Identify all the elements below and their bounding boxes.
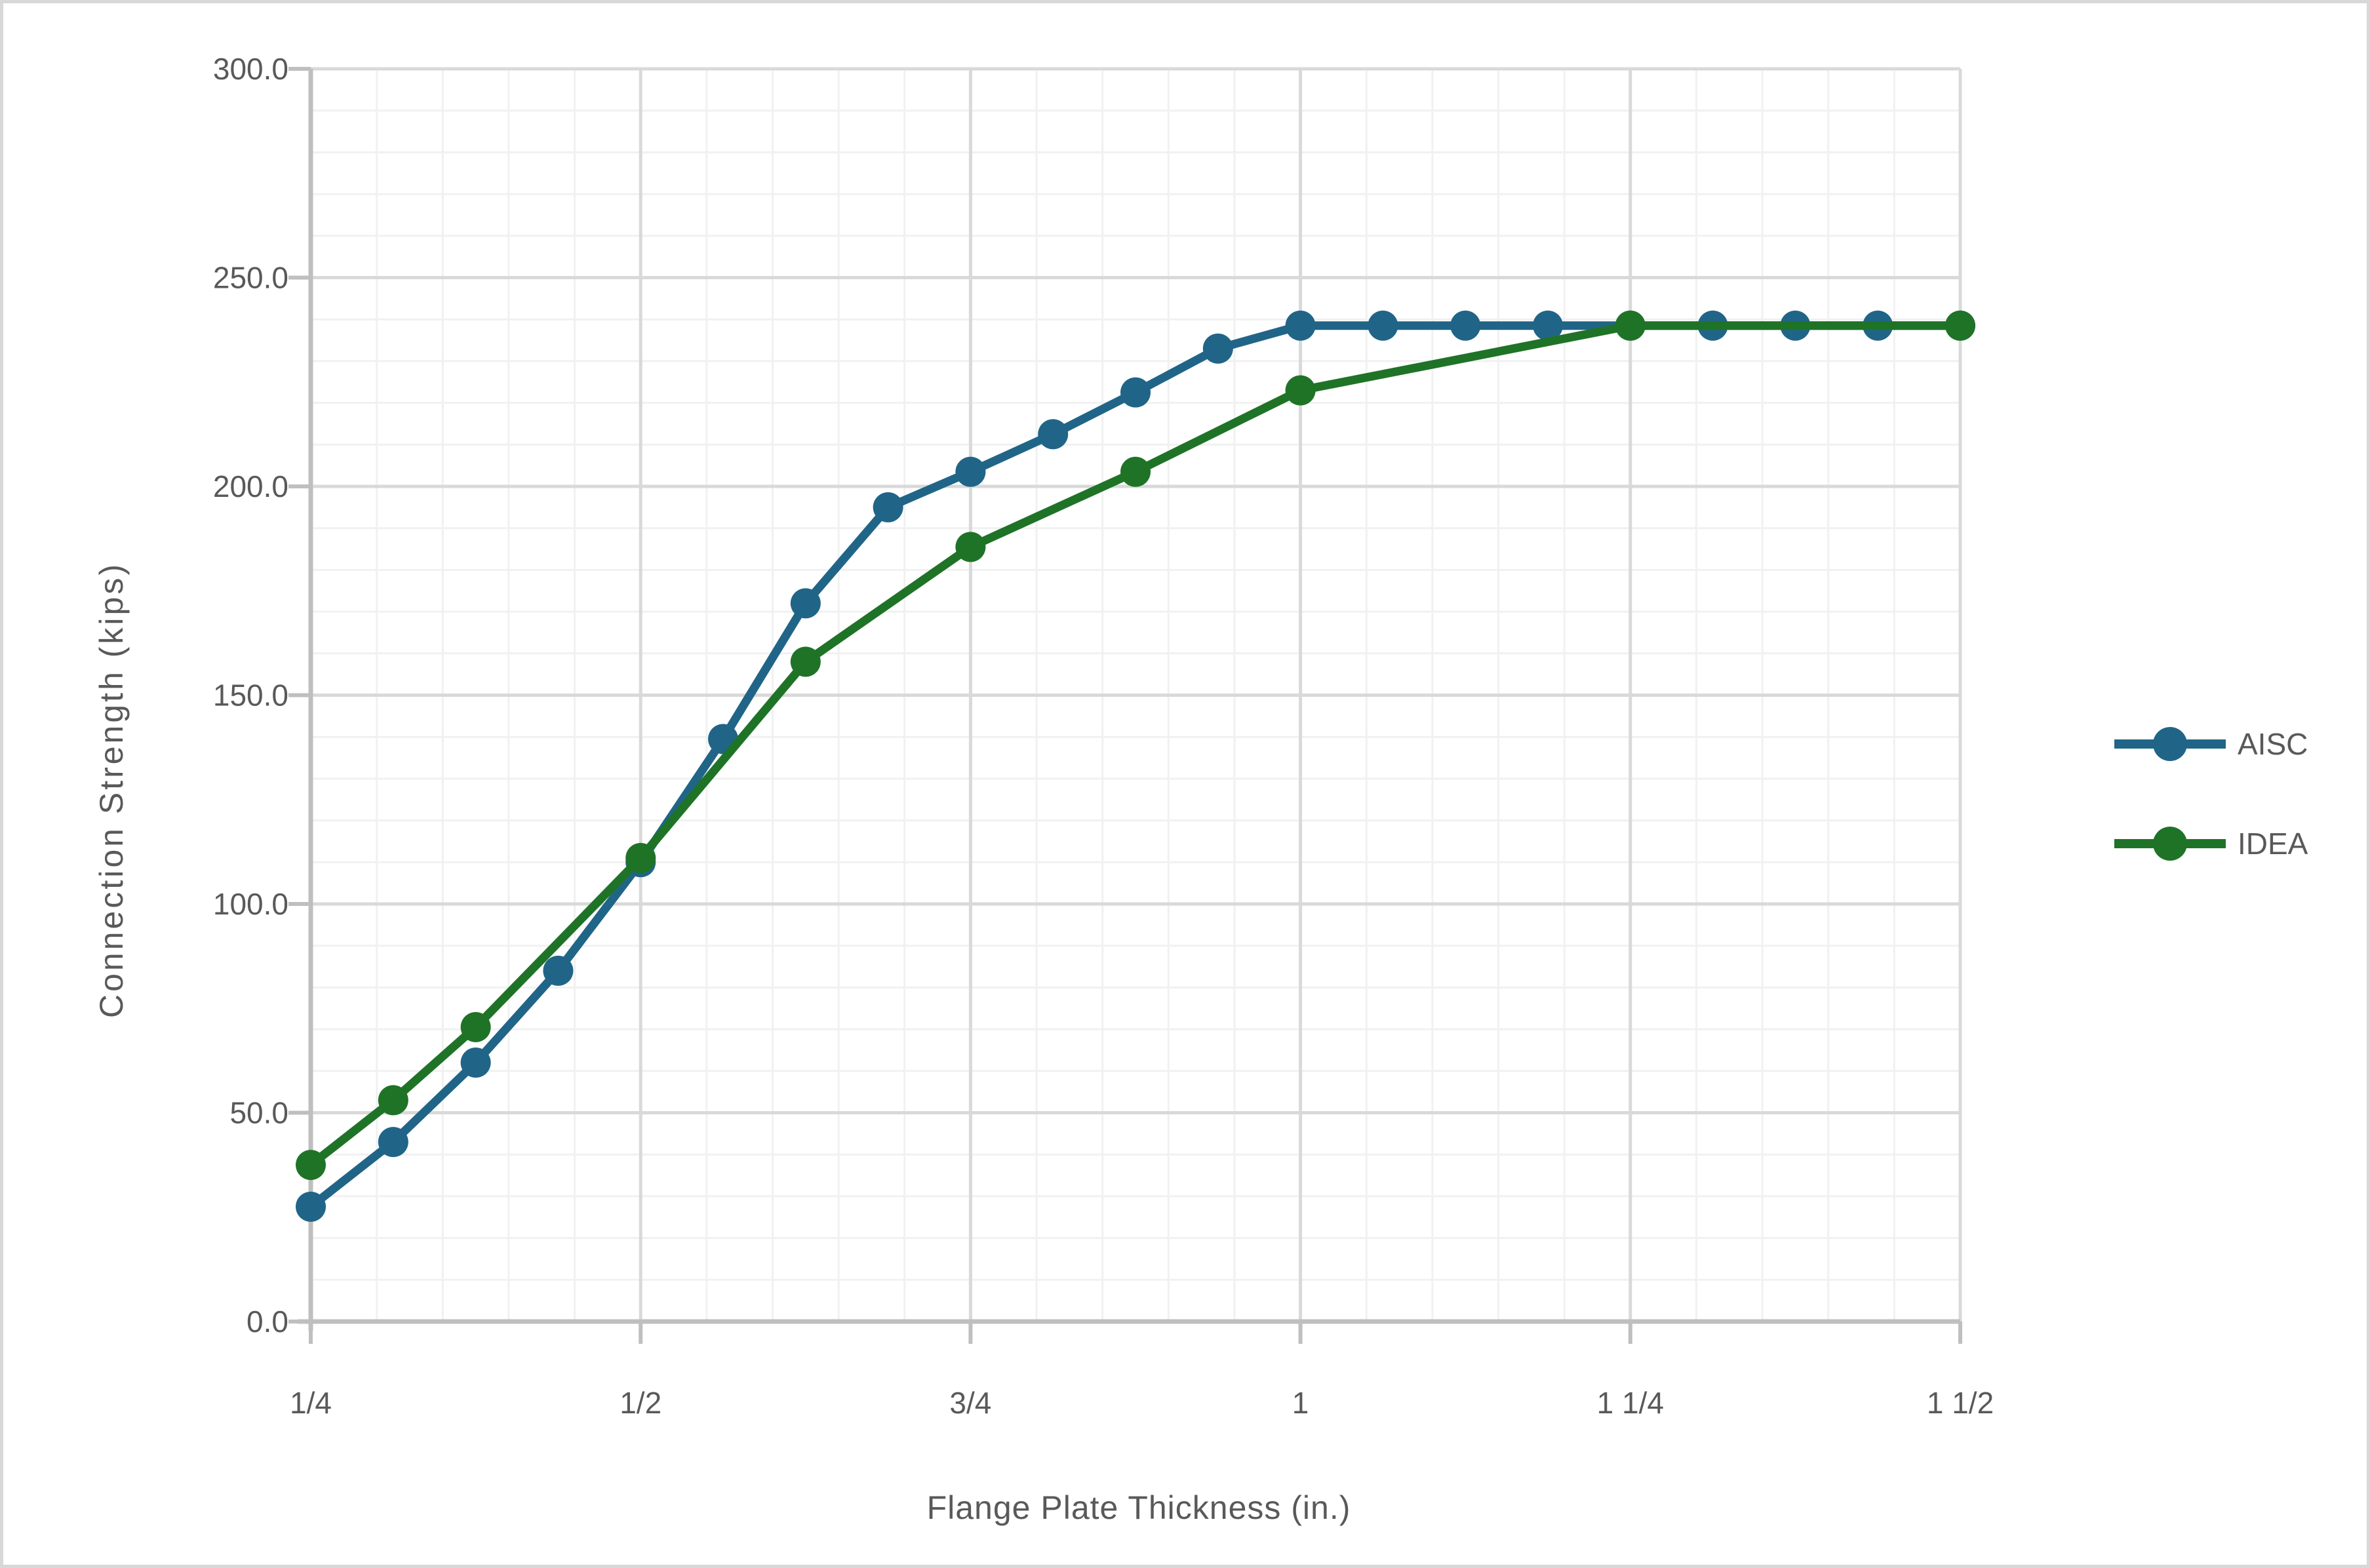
data-point-aisc — [790, 588, 821, 619]
y-tick-label: 300.0 — [213, 52, 288, 86]
x-axis-title: Flange Plate Thickness (in.) — [926, 1489, 1351, 1526]
data-point-idea — [296, 1150, 326, 1181]
aisc-line-swatch — [2114, 727, 2226, 761]
x-tick-label: 1/2 — [620, 1386, 662, 1420]
y-tick-label: 0.0 — [247, 1304, 288, 1339]
data-point-idea — [1945, 310, 1975, 341]
data-point-aisc — [873, 492, 903, 522]
data-point-idea — [378, 1085, 408, 1116]
x-tick-label: 1/4 — [290, 1386, 332, 1420]
x-tick-label: 1 — [1292, 1386, 1309, 1420]
data-point-idea — [460, 1011, 491, 1042]
data-point-idea — [1120, 456, 1151, 487]
legend-label-idea: IDEA — [2238, 827, 2308, 861]
data-point-idea — [790, 646, 821, 677]
y-tick-label: 100.0 — [213, 887, 288, 921]
y-tick-label: 200.0 — [213, 469, 288, 503]
data-point-aisc — [955, 456, 986, 487]
data-point-aisc — [378, 1127, 408, 1158]
data-point-aisc — [296, 1191, 326, 1222]
data-point-aisc — [1285, 310, 1316, 341]
aisc-marker-icon — [2153, 727, 2187, 761]
idea-line-swatch — [2114, 827, 2226, 861]
data-point-aisc — [1368, 310, 1398, 341]
data-point-aisc — [1450, 310, 1481, 341]
data-point-aisc — [1202, 333, 1233, 364]
series-line-idea — [306, 321, 1965, 1169]
y-tick-label: 150.0 — [213, 678, 288, 713]
data-point-idea — [1285, 375, 1316, 406]
y-axis-title: Connection Strength (kips) — [93, 562, 130, 1018]
data-point-aisc — [1533, 310, 1563, 341]
data-point-aisc — [460, 1048, 491, 1078]
legend-label-aisc: AISC — [2238, 727, 2308, 761]
data-point-aisc — [543, 955, 574, 986]
y-tick-label: 50.0 — [229, 1096, 288, 1130]
x-tick-label: 3/4 — [949, 1386, 991, 1420]
data-point-aisc — [1120, 377, 1151, 408]
data-point-idea — [955, 532, 986, 562]
y-tick-label: 250.0 — [213, 261, 288, 295]
x-tick-label: 1 1/2 — [1927, 1386, 1994, 1420]
legend-item-aisc: AISC — [2114, 724, 2308, 764]
x-tick-label: 1 1/4 — [1597, 1386, 1664, 1420]
data-point-aisc — [1038, 419, 1069, 450]
data-point-idea — [1615, 310, 1646, 341]
legend-item-idea: IDEA — [2114, 824, 2308, 863]
data-point-idea — [625, 842, 656, 873]
idea-marker-icon — [2153, 827, 2187, 861]
